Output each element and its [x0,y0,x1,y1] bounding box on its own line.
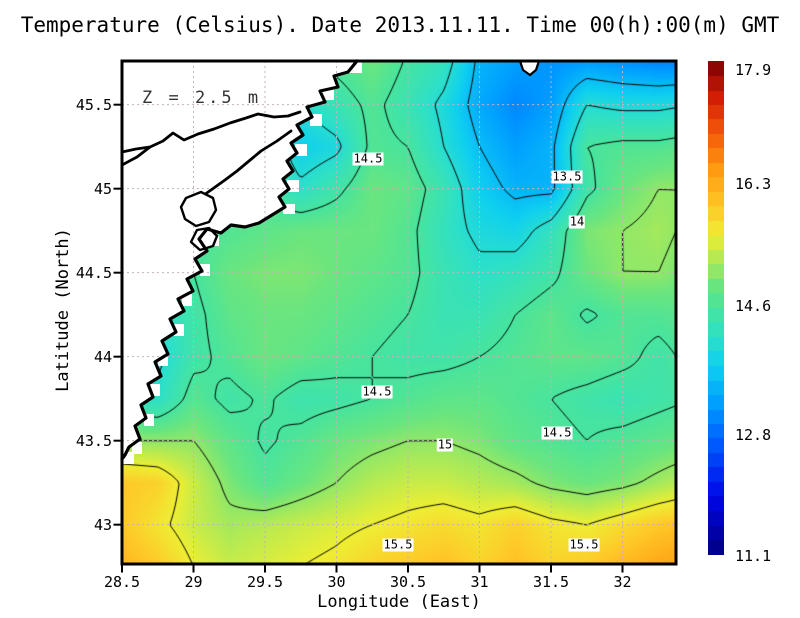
contour-label: 14.5 [352,151,384,166]
lagoon-lake [179,190,218,228]
river-path [120,145,152,167]
land-mask-step [144,414,154,426]
y-tick-label: 43 [93,515,112,534]
x-tick-label: 28.5 [103,573,141,591]
estuary-inlet [518,59,541,77]
y-tick-label: 45.5 [75,95,112,114]
y-tick-label: 45 [93,179,112,198]
contour-label: 14.5 [361,384,393,399]
y-tick-label: 44.5 [75,263,112,282]
land-mask-step [283,204,295,214]
colorbar-gradient [708,61,724,555]
river-path [199,129,293,199]
land-mask-step [182,294,192,306]
land-polygon [122,61,357,459]
contour-label: 13.5 [551,169,583,184]
depth-annotation: Z = 2.5 m [142,88,262,108]
x-tick-label: 30 [327,573,346,591]
contour-label: 15.5 [382,537,414,552]
x-tick-label: 31.5 [532,573,570,591]
x-axis-label: Longitude (East) [317,592,481,612]
contour-label: 14 [568,214,586,229]
x-tick-label: 29 [184,573,203,591]
contour-label: 14.5 [541,425,573,440]
river-path [120,110,302,154]
plot-border [120,59,678,566]
land-mask-step [158,354,168,366]
colorbar-tick-label: 17.9 [735,61,772,79]
land-mask-step [150,384,160,396]
y-tick-label: 44 [93,347,112,366]
x-tick-label: 32 [613,573,632,591]
colorbar-tick-label: 16.3 [735,175,772,194]
land-mask-step [132,442,142,454]
land-mask-step [174,324,184,336]
coastline-path [120,59,359,461]
y-axis-label: Latitude (North) [53,228,73,392]
colorbar-tick-label: 12.8 [735,425,772,444]
x-tick-label: 29.5 [246,573,284,591]
x-tick-label: 31 [470,573,489,591]
x-tick-label: 30.5 [389,573,427,591]
contour-label: 15.5 [568,537,600,552]
y-tick-label: 43.5 [75,431,112,450]
colorbar-tick-label: 14.6 [735,296,772,315]
contour-label: 15 [436,437,454,452]
colorbar-tick-label: 11.1 [735,547,772,565]
land-mask-step [200,264,210,276]
plot-title: Temperature (Celsius). Date 2013.11.11. … [20,13,780,37]
